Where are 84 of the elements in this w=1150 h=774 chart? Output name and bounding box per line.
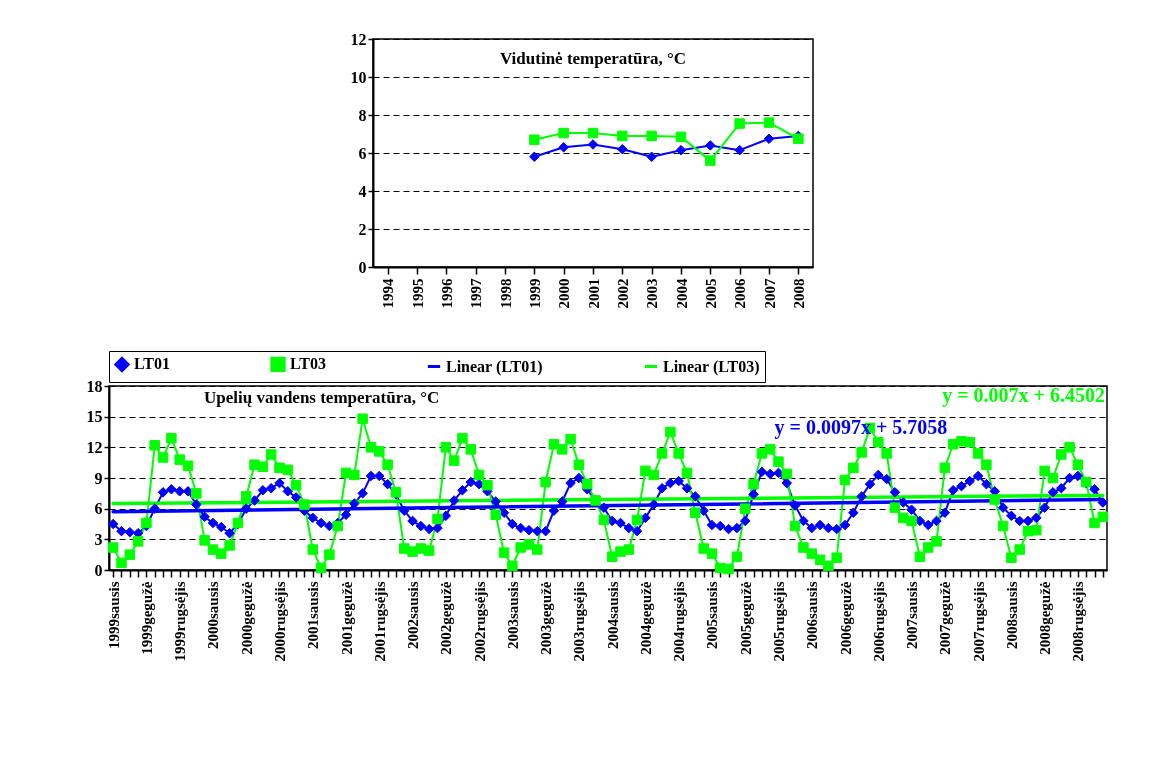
point xyxy=(734,144,745,156)
point xyxy=(763,117,775,128)
x-tick-label: 1999 xyxy=(526,278,543,309)
y-tick-label: 12 xyxy=(86,438,103,456)
legend-label: LT03 xyxy=(290,355,326,373)
x-tick-label: 2000sausis xyxy=(205,581,222,650)
point xyxy=(705,140,716,151)
y-tick-label: 10 xyxy=(350,68,367,86)
x-tick-label: 2001gegužė xyxy=(338,581,355,655)
x-tick-label: 2007gegužė xyxy=(937,581,954,655)
x-tick-label: 1999gegužė xyxy=(138,581,155,655)
x-tick-label: 1994 xyxy=(380,278,397,309)
x-tick-label: 2006rugsėjis xyxy=(870,581,887,662)
y-tick-label: 0 xyxy=(358,258,367,276)
x-tick-label: 1998 xyxy=(497,278,514,309)
legend-label: Linear (LT03) xyxy=(663,357,760,376)
x-tick-label: 2002gegužė xyxy=(438,581,455,655)
y-tick-label: 15 xyxy=(86,408,103,426)
x-tick-label: 1999rugsėjis xyxy=(172,581,189,662)
point xyxy=(529,134,540,145)
x-tick-label: 2001 xyxy=(585,278,602,309)
text: Vidutinė temperatūra, °C xyxy=(499,49,687,68)
x-tick-label: 2004rugsėjis xyxy=(671,581,688,662)
point xyxy=(587,127,599,139)
x-tick-label: 2002rugsėjis xyxy=(471,581,488,662)
point xyxy=(529,151,540,163)
x-tick-label: 2000 xyxy=(556,278,573,309)
x-tick-label: 2002 xyxy=(614,278,631,309)
point xyxy=(587,139,599,150)
x-tick-label: 2002sausis xyxy=(405,581,422,650)
point xyxy=(558,127,569,139)
x-tick-label: 2001rugsėjis xyxy=(371,581,388,662)
y-tick-label: 2 xyxy=(358,220,367,238)
x-tick-label: 2006 xyxy=(732,278,749,309)
y-tick-label: 6 xyxy=(358,144,367,162)
x-tick-label: 2000gegužė xyxy=(238,581,255,655)
y-tick-label: 4 xyxy=(358,182,367,200)
x-tick-label: 2001sausis xyxy=(305,581,322,650)
x-tick-label: 1995 xyxy=(409,278,426,309)
x-tick-label: 2003sausis xyxy=(504,581,521,650)
x-tick-label: 1999sausis xyxy=(105,581,122,650)
x-tick-label: 2006sausis xyxy=(804,581,821,650)
x-tick-label: 2007 xyxy=(761,278,778,309)
x-tick-label: 2003 xyxy=(644,278,661,309)
point xyxy=(734,118,745,129)
y-tick-label: 6 xyxy=(94,500,103,518)
x-tick-label: 2008sausis xyxy=(1003,581,1020,650)
x-tick-label: 2008 xyxy=(790,278,807,309)
legend-label: Linear (LT01) xyxy=(446,357,543,376)
point xyxy=(617,143,628,155)
x-tick-label: 2003gegužė xyxy=(538,581,555,655)
x-tick-label: 2005sausis xyxy=(704,581,721,650)
x-tick-label: 2004 xyxy=(673,278,690,309)
x-tick-label: 1996 xyxy=(438,278,455,309)
point xyxy=(675,144,687,156)
y-tick-label: 8 xyxy=(358,106,367,124)
y-tick-label: 18 xyxy=(86,377,103,395)
x-tick-label: 2007rugsėjis xyxy=(970,581,987,662)
point xyxy=(705,155,716,166)
y-tick-label: 0 xyxy=(94,561,103,579)
x-tick-label: 2008gegužė xyxy=(1037,581,1054,655)
point xyxy=(558,142,569,153)
x-tick-label: 2006gegužė xyxy=(837,581,854,655)
y-tick-label: 9 xyxy=(94,469,103,487)
y-tick-label: 3 xyxy=(94,530,103,548)
x-tick-label: 2000rugsėjis xyxy=(271,581,288,662)
chart-title: Upelių vandens temperatūra, °C xyxy=(204,388,440,407)
annotation: y = 0.007x + 6.4502 xyxy=(942,384,1105,408)
point xyxy=(617,130,628,142)
y-tick-label: 12 xyxy=(350,30,367,48)
x-tick-label: 2003rugsėjis xyxy=(571,581,588,662)
x-tick-label: 2005 xyxy=(702,278,719,309)
legend-label: LT01 xyxy=(134,355,170,373)
x-tick-label: 2008rugsėjis xyxy=(1070,581,1087,662)
point xyxy=(763,133,775,144)
x-tick-label: 2005rugsėjis xyxy=(770,581,787,662)
point xyxy=(675,131,687,143)
point xyxy=(646,130,657,142)
x-tick-label: 1997 xyxy=(468,278,485,309)
x-tick-label: 2007sausis xyxy=(904,581,921,650)
x-tick-label: 2005gegužė xyxy=(737,581,754,655)
x-tick-label: 2004gegužė xyxy=(637,581,654,655)
point xyxy=(646,151,657,163)
x-tick-label: 2004sausis xyxy=(604,581,621,650)
